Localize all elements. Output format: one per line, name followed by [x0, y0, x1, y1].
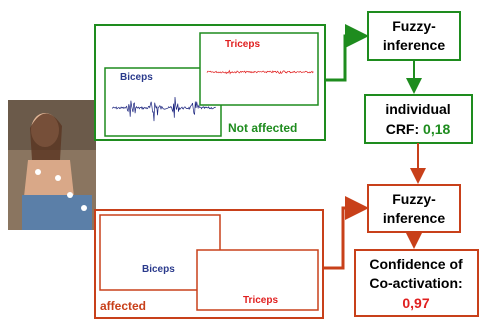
plot-label: Biceps — [142, 264, 175, 275]
plot-label: Biceps — [120, 72, 153, 83]
page: {"panels": { "not_affected": {"label": "… — [0, 0, 484, 324]
box-text: Fuzzy- — [392, 18, 436, 34]
diagram: Biceps Triceps Not affected Biceps Trice… — [0, 0, 484, 324]
box-text: Co-activation: — [369, 275, 462, 291]
plot-label: Triceps — [225, 39, 260, 50]
box-text: CRF: 0,18 — [386, 121, 451, 137]
box-text: CRF: — [386, 121, 423, 137]
value: 0,97 — [402, 295, 429, 311]
plot-label: Triceps — [243, 295, 278, 306]
box-text: individual — [385, 101, 450, 117]
panel-label: affected — [100, 299, 146, 313]
box-text: inference — [383, 37, 445, 53]
value: 0,18 — [423, 121, 450, 137]
photo — [8, 100, 96, 230]
box-text: inference — [383, 210, 445, 226]
box-text: Fuzzy- — [392, 191, 436, 207]
arrow — [325, 36, 363, 80]
panel-label: Not affected — [228, 121, 297, 135]
box-text: Confidence of — [369, 256, 463, 272]
